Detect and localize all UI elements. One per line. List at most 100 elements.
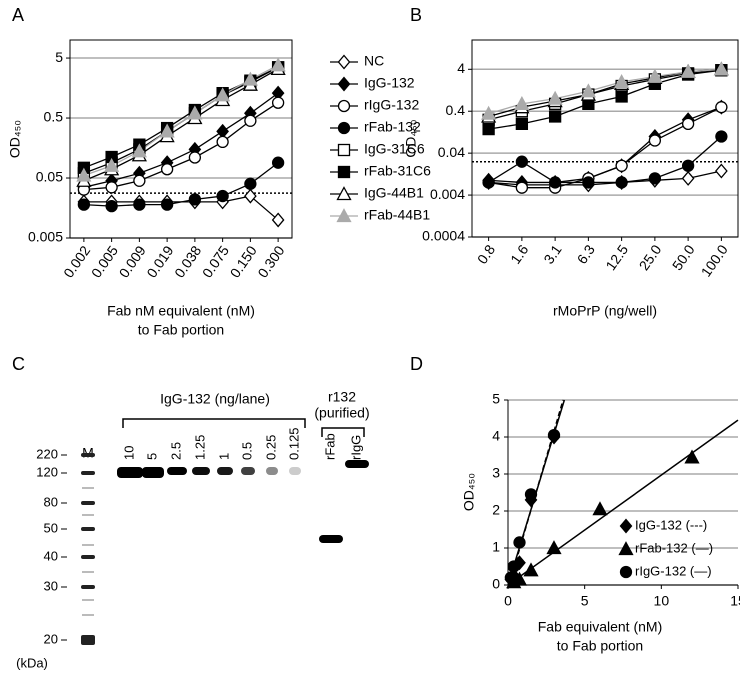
legend-marker xyxy=(337,76,351,92)
lane-label: 0.5 xyxy=(239,442,254,460)
x-tick-label: 100.0 xyxy=(698,242,731,280)
marker xyxy=(548,110,562,123)
y-tick-label: 4 xyxy=(492,428,500,444)
x-tick-label: 0.300 xyxy=(254,243,287,281)
lane-label: 5 xyxy=(144,453,159,460)
bracket xyxy=(321,427,365,437)
marker xyxy=(187,105,203,120)
panel-label: A xyxy=(12,5,24,25)
x-tick-label: 0.019 xyxy=(143,243,176,281)
marker xyxy=(680,63,696,78)
marker xyxy=(270,57,286,72)
marker xyxy=(504,571,518,584)
marker xyxy=(523,562,539,577)
marker xyxy=(681,159,695,172)
marker xyxy=(188,151,202,164)
plot-frame xyxy=(471,39,739,238)
y-axis-label: OD₄₅₀ xyxy=(7,120,23,158)
legend-label: NC xyxy=(364,53,384,69)
marker xyxy=(216,189,229,203)
marker xyxy=(244,114,257,127)
marker xyxy=(615,159,628,172)
gel-band xyxy=(289,467,301,475)
marker-band xyxy=(81,453,95,457)
y-tick-label: 3 xyxy=(492,465,500,481)
y-tick-label: 5 xyxy=(492,391,500,407)
legend-label: rFab-132 xyxy=(364,119,421,135)
marker xyxy=(105,181,118,194)
x-tick-label: 5 xyxy=(581,593,589,609)
x-tick-label: 15 xyxy=(730,593,740,609)
legend-label: IgG-44B1 xyxy=(364,185,424,201)
purified-label: (purified) xyxy=(314,405,369,421)
legend-marker xyxy=(337,99,351,113)
y-tick-label: 0.05 xyxy=(36,169,63,185)
marker-band xyxy=(81,501,95,505)
trendline xyxy=(507,419,739,586)
marker xyxy=(684,449,700,464)
marker xyxy=(524,488,538,501)
x-axis-label: to Fab portion xyxy=(557,638,643,654)
marker xyxy=(131,143,147,158)
gel-band xyxy=(117,467,143,478)
x-tick-label: 50.0 xyxy=(669,241,698,273)
legend-label: IgG-31C6 xyxy=(364,141,425,157)
gel-band xyxy=(167,467,187,475)
marker xyxy=(548,176,562,189)
marker xyxy=(105,199,118,213)
legend-marker xyxy=(337,143,351,157)
marker xyxy=(715,163,728,179)
legend-label: rIgG-132 xyxy=(364,97,419,113)
legend-label: rFab-132 (—) xyxy=(635,540,713,555)
marker xyxy=(133,198,146,211)
legend-marker xyxy=(336,186,352,201)
x-tick-label: 1.6 xyxy=(507,241,531,266)
y-tick-label: 0.04 xyxy=(438,144,465,160)
marker xyxy=(482,122,495,136)
legend-marker xyxy=(619,565,633,579)
y-tick-label: 1 xyxy=(492,539,500,555)
lane-label: rFab xyxy=(322,433,337,460)
x-axis-label: Fab equivalent (nM) xyxy=(538,619,663,635)
marker-band xyxy=(81,555,95,559)
y-tick-label: 0.5 xyxy=(44,109,64,125)
marker xyxy=(681,117,695,130)
marker-band xyxy=(81,635,95,645)
y-tick-label: 4 xyxy=(457,60,465,76)
legend-marker xyxy=(337,165,351,179)
legend-marker xyxy=(337,121,351,135)
x-tick-label: 12.5 xyxy=(602,241,631,273)
x-tick-label: 0.038 xyxy=(171,243,204,281)
marker-band xyxy=(82,599,94,601)
mw-label: 80 xyxy=(44,494,58,509)
marker xyxy=(76,167,92,182)
y-tick-label: 0 xyxy=(492,576,500,592)
marker-band xyxy=(82,614,94,616)
lane-label: 1 xyxy=(216,453,231,460)
y-tick-label: 0.005 xyxy=(28,229,63,245)
gel-band xyxy=(266,467,278,475)
marker xyxy=(160,163,174,176)
lane-label: 1.25 xyxy=(192,435,207,460)
x-tick-label: 0 xyxy=(504,593,512,609)
marker xyxy=(648,134,662,147)
lane-label: 2.5 xyxy=(168,442,183,460)
marker xyxy=(582,176,595,189)
marker xyxy=(104,157,120,172)
marker xyxy=(271,96,285,109)
marker-band xyxy=(82,514,94,516)
group-label: IgG-132 (ng/lane) xyxy=(160,391,270,407)
marker xyxy=(647,68,663,83)
marker xyxy=(546,540,562,555)
marker-band xyxy=(82,571,94,573)
x-tick-label: 0.075 xyxy=(199,243,232,281)
x-tick-label: 10 xyxy=(654,593,670,609)
marker xyxy=(515,117,529,130)
marker xyxy=(547,428,561,442)
y-axis-label: OD₄₅₀ xyxy=(461,473,477,511)
x-tick-label: 0.8 xyxy=(474,241,498,266)
marker-band xyxy=(81,585,95,589)
marker-band xyxy=(82,544,94,546)
